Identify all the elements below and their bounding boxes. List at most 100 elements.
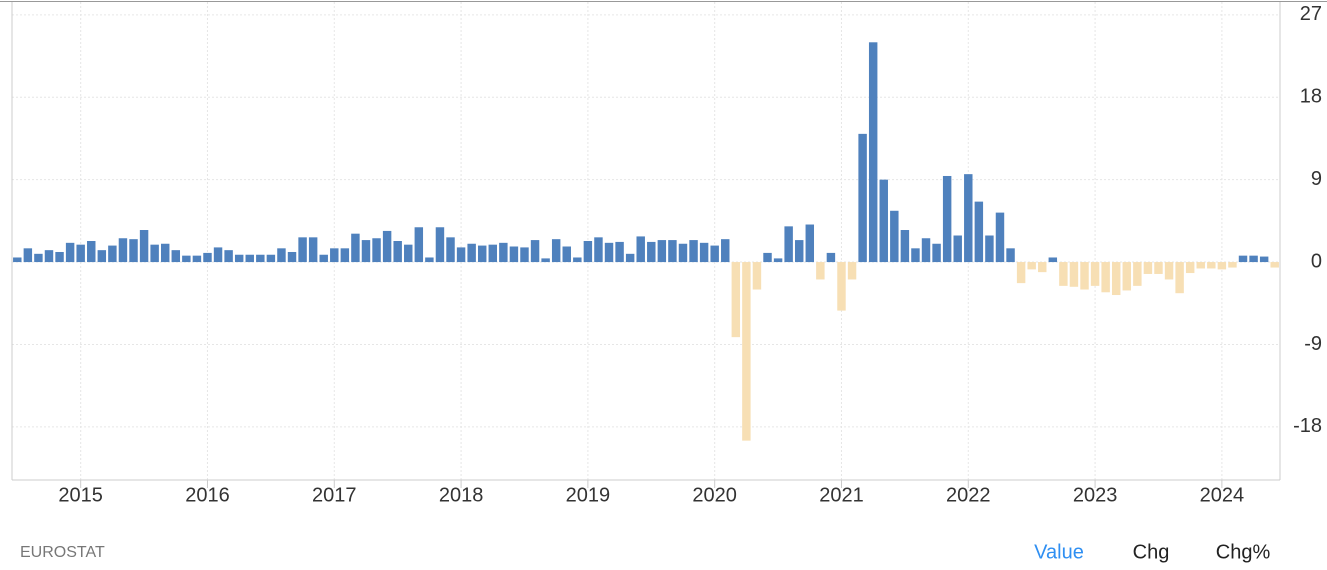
bar [404, 244, 413, 263]
bar [742, 262, 751, 441]
bar [382, 230, 392, 263]
bar [668, 240, 677, 263]
bar [97, 250, 107, 263]
bar [425, 257, 434, 263]
bar [256, 254, 265, 263]
bar [224, 250, 233, 263]
bar [573, 257, 582, 263]
bar [1038, 262, 1047, 273]
bar [763, 252, 772, 263]
y-tick-label: 27 [1300, 3, 1322, 25]
bar [699, 242, 709, 263]
bar [477, 245, 487, 263]
bar [266, 254, 276, 263]
bar [361, 240, 371, 263]
bar [1196, 262, 1205, 269]
bar [203, 252, 212, 263]
bar [118, 238, 128, 263]
bar [752, 262, 762, 290]
bar [1090, 262, 1100, 286]
x-tick-label: 2021 [819, 484, 864, 506]
bar [1249, 255, 1258, 263]
bar [150, 244, 159, 263]
x-tick-label: 2019 [566, 484, 611, 506]
bar [298, 237, 307, 263]
bar [456, 247, 466, 263]
bar [308, 237, 318, 263]
bar [647, 241, 656, 263]
bar [625, 253, 635, 263]
bar [488, 244, 498, 263]
x-tick-label: 2018 [439, 484, 484, 506]
bar [213, 247, 223, 263]
x-tick-label: 2024 [1200, 484, 1245, 506]
bar [721, 239, 730, 263]
bar [890, 210, 899, 263]
bar [1259, 256, 1269, 263]
bar [900, 230, 910, 263]
bar [1154, 262, 1163, 274]
bar [1175, 262, 1184, 294]
bar [1027, 262, 1036, 270]
bar [1016, 262, 1026, 284]
y-tick-label: 0 [1311, 250, 1322, 272]
bar [182, 255, 191, 263]
bar [678, 243, 688, 263]
bar [435, 227, 445, 263]
x-tick-label: 2020 [692, 484, 737, 506]
bar [847, 262, 857, 280]
bar [868, 42, 878, 263]
bar [710, 245, 719, 263]
x-tick-label: 2015 [58, 484, 103, 506]
y-tick-label: -18 [1293, 415, 1322, 437]
bar [1217, 262, 1227, 270]
bar [1238, 255, 1248, 263]
bar [911, 248, 920, 263]
bar [1270, 262, 1279, 268]
source: EUROSTAT [20, 544, 105, 561]
bar [446, 237, 455, 263]
bar [942, 175, 952, 263]
bar [87, 241, 96, 263]
bar [340, 248, 350, 263]
bar [1101, 262, 1110, 293]
bar [351, 233, 360, 263]
bar [65, 242, 75, 263]
bar [689, 240, 698, 263]
x-tick-label: 2016 [185, 484, 230, 506]
chg-button[interactable]: Chg [1133, 541, 1170, 563]
bar [1069, 262, 1079, 287]
bar [414, 227, 424, 263]
bar [1006, 248, 1015, 263]
bar [319, 254, 328, 263]
y-tick-label: 9 [1311, 168, 1322, 190]
bar [530, 240, 540, 263]
bar [731, 262, 741, 338]
bar [583, 241, 593, 263]
bar [837, 262, 846, 311]
value-button[interactable]: Value [1034, 541, 1084, 563]
bar [509, 246, 519, 263]
bar [995, 212, 1005, 263]
bar [1133, 262, 1142, 286]
bar [974, 201, 984, 263]
chg-pct-button[interactable]: Chg% [1216, 541, 1271, 563]
bar [604, 242, 614, 263]
bar [160, 243, 170, 263]
bar [1228, 262, 1237, 268]
bar [1185, 262, 1195, 274]
bar [816, 262, 825, 280]
x-tick-label: 2022 [946, 484, 991, 506]
bar [520, 247, 529, 263]
bar [657, 240, 667, 263]
bar [1164, 262, 1174, 280]
bar [826, 252, 836, 263]
bar [393, 241, 402, 263]
bar [467, 243, 476, 263]
bar [245, 254, 254, 263]
bar [784, 226, 793, 263]
bar [879, 179, 888, 263]
bar [1143, 262, 1153, 274]
bar [1111, 262, 1121, 296]
